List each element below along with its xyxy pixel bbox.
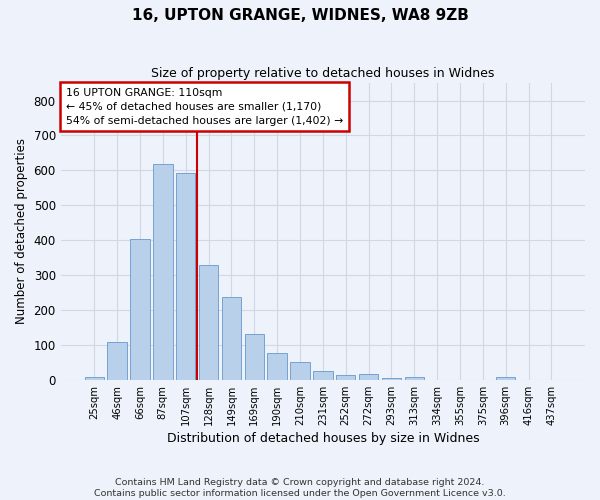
Bar (404, 378, 424, 380)
Text: 16 UPTON GRANGE: 110sqm
← 45% of detached houses are smaller (1,170)
54% of semi: 16 UPTON GRANGE: 110sqm ← 45% of detache… (66, 88, 343, 126)
Bar (268, 353, 287, 380)
Bar (290, 362, 310, 380)
Y-axis label: Number of detached properties: Number of detached properties (15, 138, 28, 324)
Bar (199, 264, 218, 380)
Bar (85, 377, 104, 380)
Bar (313, 371, 332, 380)
Bar (107, 342, 127, 380)
Text: Contains HM Land Registry data © Crown copyright and database right 2024.
Contai: Contains HM Land Registry data © Crown c… (94, 478, 506, 498)
Bar (176, 173, 196, 380)
Bar (496, 377, 515, 380)
Bar (153, 164, 173, 380)
Text: 16, UPTON GRANGE, WIDNES, WA8 9ZB: 16, UPTON GRANGE, WIDNES, WA8 9ZB (131, 8, 469, 22)
Bar (359, 374, 378, 380)
Bar (221, 297, 241, 380)
Bar (245, 334, 264, 380)
Bar (382, 378, 401, 380)
Bar (336, 376, 355, 380)
X-axis label: Distribution of detached houses by size in Widnes: Distribution of detached houses by size … (167, 432, 479, 445)
Title: Size of property relative to detached houses in Widnes: Size of property relative to detached ho… (151, 68, 494, 80)
Bar (130, 239, 149, 380)
